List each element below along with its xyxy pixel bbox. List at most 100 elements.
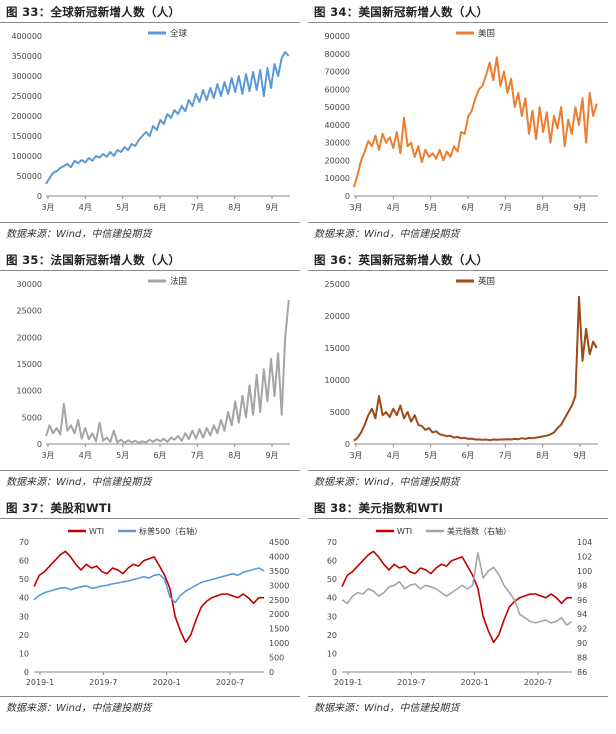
x-tick-label: 8月 (536, 451, 549, 460)
y-right-tick-label: 500 (269, 654, 284, 663)
panel-us: 图 34：美国新冠新增人数（人） 0 10000 20000 30000 40000 50… (308, 0, 608, 240)
y-tick-label: 20000 (17, 333, 42, 342)
x-tick-label: 8月 (228, 203, 241, 212)
x-tick-label: 4月 (79, 203, 92, 212)
y-left-tick-label: 10 (19, 649, 29, 658)
panel-header: 图 38：美元指数和WTI (308, 496, 608, 519)
y-left-tick-label: 30 (19, 612, 29, 621)
x-tick-label: 2019-7 (397, 678, 425, 687)
x-tick-label: 2019-1 (334, 678, 362, 687)
x-tick-label: 9月 (573, 451, 586, 460)
y-tick-label: 400000 (11, 32, 42, 41)
x-tick-label: 2020-1 (460, 678, 488, 687)
panel-header: 图 34：美国新冠新增人数（人） (308, 0, 608, 23)
legend-label: 美国 (478, 28, 495, 39)
y-left-tick-label: 60 (19, 557, 29, 566)
y-right-tick-label: 3000 (269, 581, 289, 590)
y-left-tick-label: 40 (327, 594, 337, 603)
legend-label: 全球 (170, 28, 188, 39)
y-tick-label: 25000 (325, 280, 350, 289)
y-right-tick-label: 92 (577, 625, 587, 634)
x-tick-label: 3月 (41, 203, 54, 212)
y-tick-label: 25000 (17, 307, 42, 316)
panel-spx-wti: 图 37：美股和WTI 0 10 20 30 40 50 60 70 0 500 1000 1500 2… (0, 496, 300, 734)
y-tick-label: 40000 (325, 121, 350, 130)
panel-dxy-wti: 图 38：美元指数和WTI 0 10 20 30 40 50 60 70 86 88 90 92 94 9… (308, 496, 608, 734)
y-left-tick-label: 70 (19, 538, 29, 547)
y-right-tick-label: 96 (577, 596, 587, 605)
series-line (45, 299, 290, 444)
x-tick-label: 6月 (153, 451, 166, 460)
y-left-tick-label: 0 (332, 668, 337, 677)
x-tick-label: 2019-1 (26, 678, 54, 687)
y-tick-label: 0 (345, 440, 350, 449)
legend-label: 美元指数（右轴） (447, 526, 511, 536)
series-line (341, 550, 572, 644)
source-note: 数据来源：Wind，中信建投期货 (6, 703, 152, 714)
x-tick-label: 2020-1 (152, 678, 180, 687)
y-tick-label: 350000 (11, 52, 42, 61)
series-line (45, 51, 290, 185)
y-tick-label: 80000 (325, 50, 350, 59)
x-tick-label: 7月 (191, 451, 204, 460)
y-left-tick-label: 40 (19, 594, 29, 603)
y-tick-label: 30000 (325, 139, 350, 148)
chart-title: 图 36：英国新冠新增人数（人） (314, 253, 489, 267)
y-tick-label: 5000 (22, 413, 42, 422)
y-left-tick-label: 50 (327, 575, 337, 584)
legend-label: 标普500（右轴） (139, 526, 202, 536)
chart-title: 图 35：法国新冠新增人数（人） (6, 253, 181, 267)
y-right-tick-label: 4000 (269, 552, 289, 561)
y-tick-label: 250000 (11, 92, 42, 101)
x-tick-label: 5月 (424, 203, 437, 212)
y-tick-label: 300000 (11, 72, 42, 81)
chart-title: 图 38：美元指数和WTI (314, 501, 444, 515)
chart-france-cases: 0 5000 10000 15000 20000 25000 30000 3月 4月 5月 6月 7月… (17, 276, 290, 460)
y-tick-label: 15000 (17, 360, 42, 369)
y-tick-label: 0 (37, 192, 42, 201)
y-right-tick-label: 90 (577, 639, 587, 648)
x-tick-label: 2019-7 (89, 678, 117, 687)
y-right-tick-label: 86 (577, 668, 587, 677)
y-right-tick-label: 98 (577, 581, 587, 590)
y-tick-label: 0 (37, 440, 42, 449)
source-note: 数据来源：Wind，中信建投期货 (6, 229, 152, 240)
series-line (33, 550, 264, 644)
y-right-tick-label: 4500 (269, 538, 289, 547)
y-tick-label: 10000 (17, 387, 42, 396)
y-tick-label: 30000 (17, 280, 42, 289)
y-left-tick-label: 10 (327, 649, 337, 658)
x-tick-label: 9月 (265, 451, 278, 460)
x-tick-label: 6月 (153, 203, 166, 212)
y-tick-label: 15000 (325, 344, 350, 353)
x-tick-label: 8月 (536, 203, 549, 212)
y-tick-label: 150000 (11, 132, 42, 141)
y-tick-label: 200000 (11, 112, 42, 121)
chart-us-cases: 0 10000 20000 30000 40000 50000 60000 70000 8000… (325, 28, 598, 212)
series-line (353, 295, 598, 442)
panel-header: 图 35：法国新冠新增人数（人） (0, 248, 300, 271)
x-tick-label: 4月 (79, 451, 92, 460)
y-tick-label: 10000 (325, 174, 350, 183)
chart-dxy-wti: 0 10 20 30 40 50 60 70 86 88 90 92 94 96 98 100 102 104 20… (327, 526, 592, 687)
y-tick-label: 20000 (325, 156, 350, 165)
x-tick-label: 6月 (461, 451, 474, 460)
y-right-tick-label: 2000 (269, 610, 289, 619)
chart-title: 图 37：美股和WTI (6, 501, 112, 515)
panel-uk: 图 36：英国新冠新增人数（人） 0 5000 10000 15000 20000 250… (308, 248, 608, 488)
y-tick-label: 50000 (17, 172, 42, 181)
source-note: 数据来源：Wind，中信建投期货 (6, 477, 152, 488)
y-left-tick-label: 60 (327, 557, 337, 566)
y-right-tick-label: 1000 (269, 639, 289, 648)
source-note: 数据来源：Wind，中信建投期货 (314, 703, 460, 714)
chart-uk-cases: 0 5000 10000 15000 20000 25000 3月 4月 5月 6月 7月 8月 9月 英… (325, 276, 598, 460)
y-right-tick-label: 0 (269, 668, 274, 677)
legend-label: 法国 (170, 276, 187, 287)
x-tick-label: 5月 (424, 451, 437, 460)
y-left-tick-label: 20 (19, 631, 29, 640)
panel-header: 图 36：英国新冠新增人数（人） (308, 248, 608, 271)
y-tick-label: 5000 (330, 408, 350, 417)
x-tick-label: 9月 (573, 203, 586, 212)
y-tick-label: 20000 (325, 312, 350, 321)
series-line (353, 56, 598, 188)
